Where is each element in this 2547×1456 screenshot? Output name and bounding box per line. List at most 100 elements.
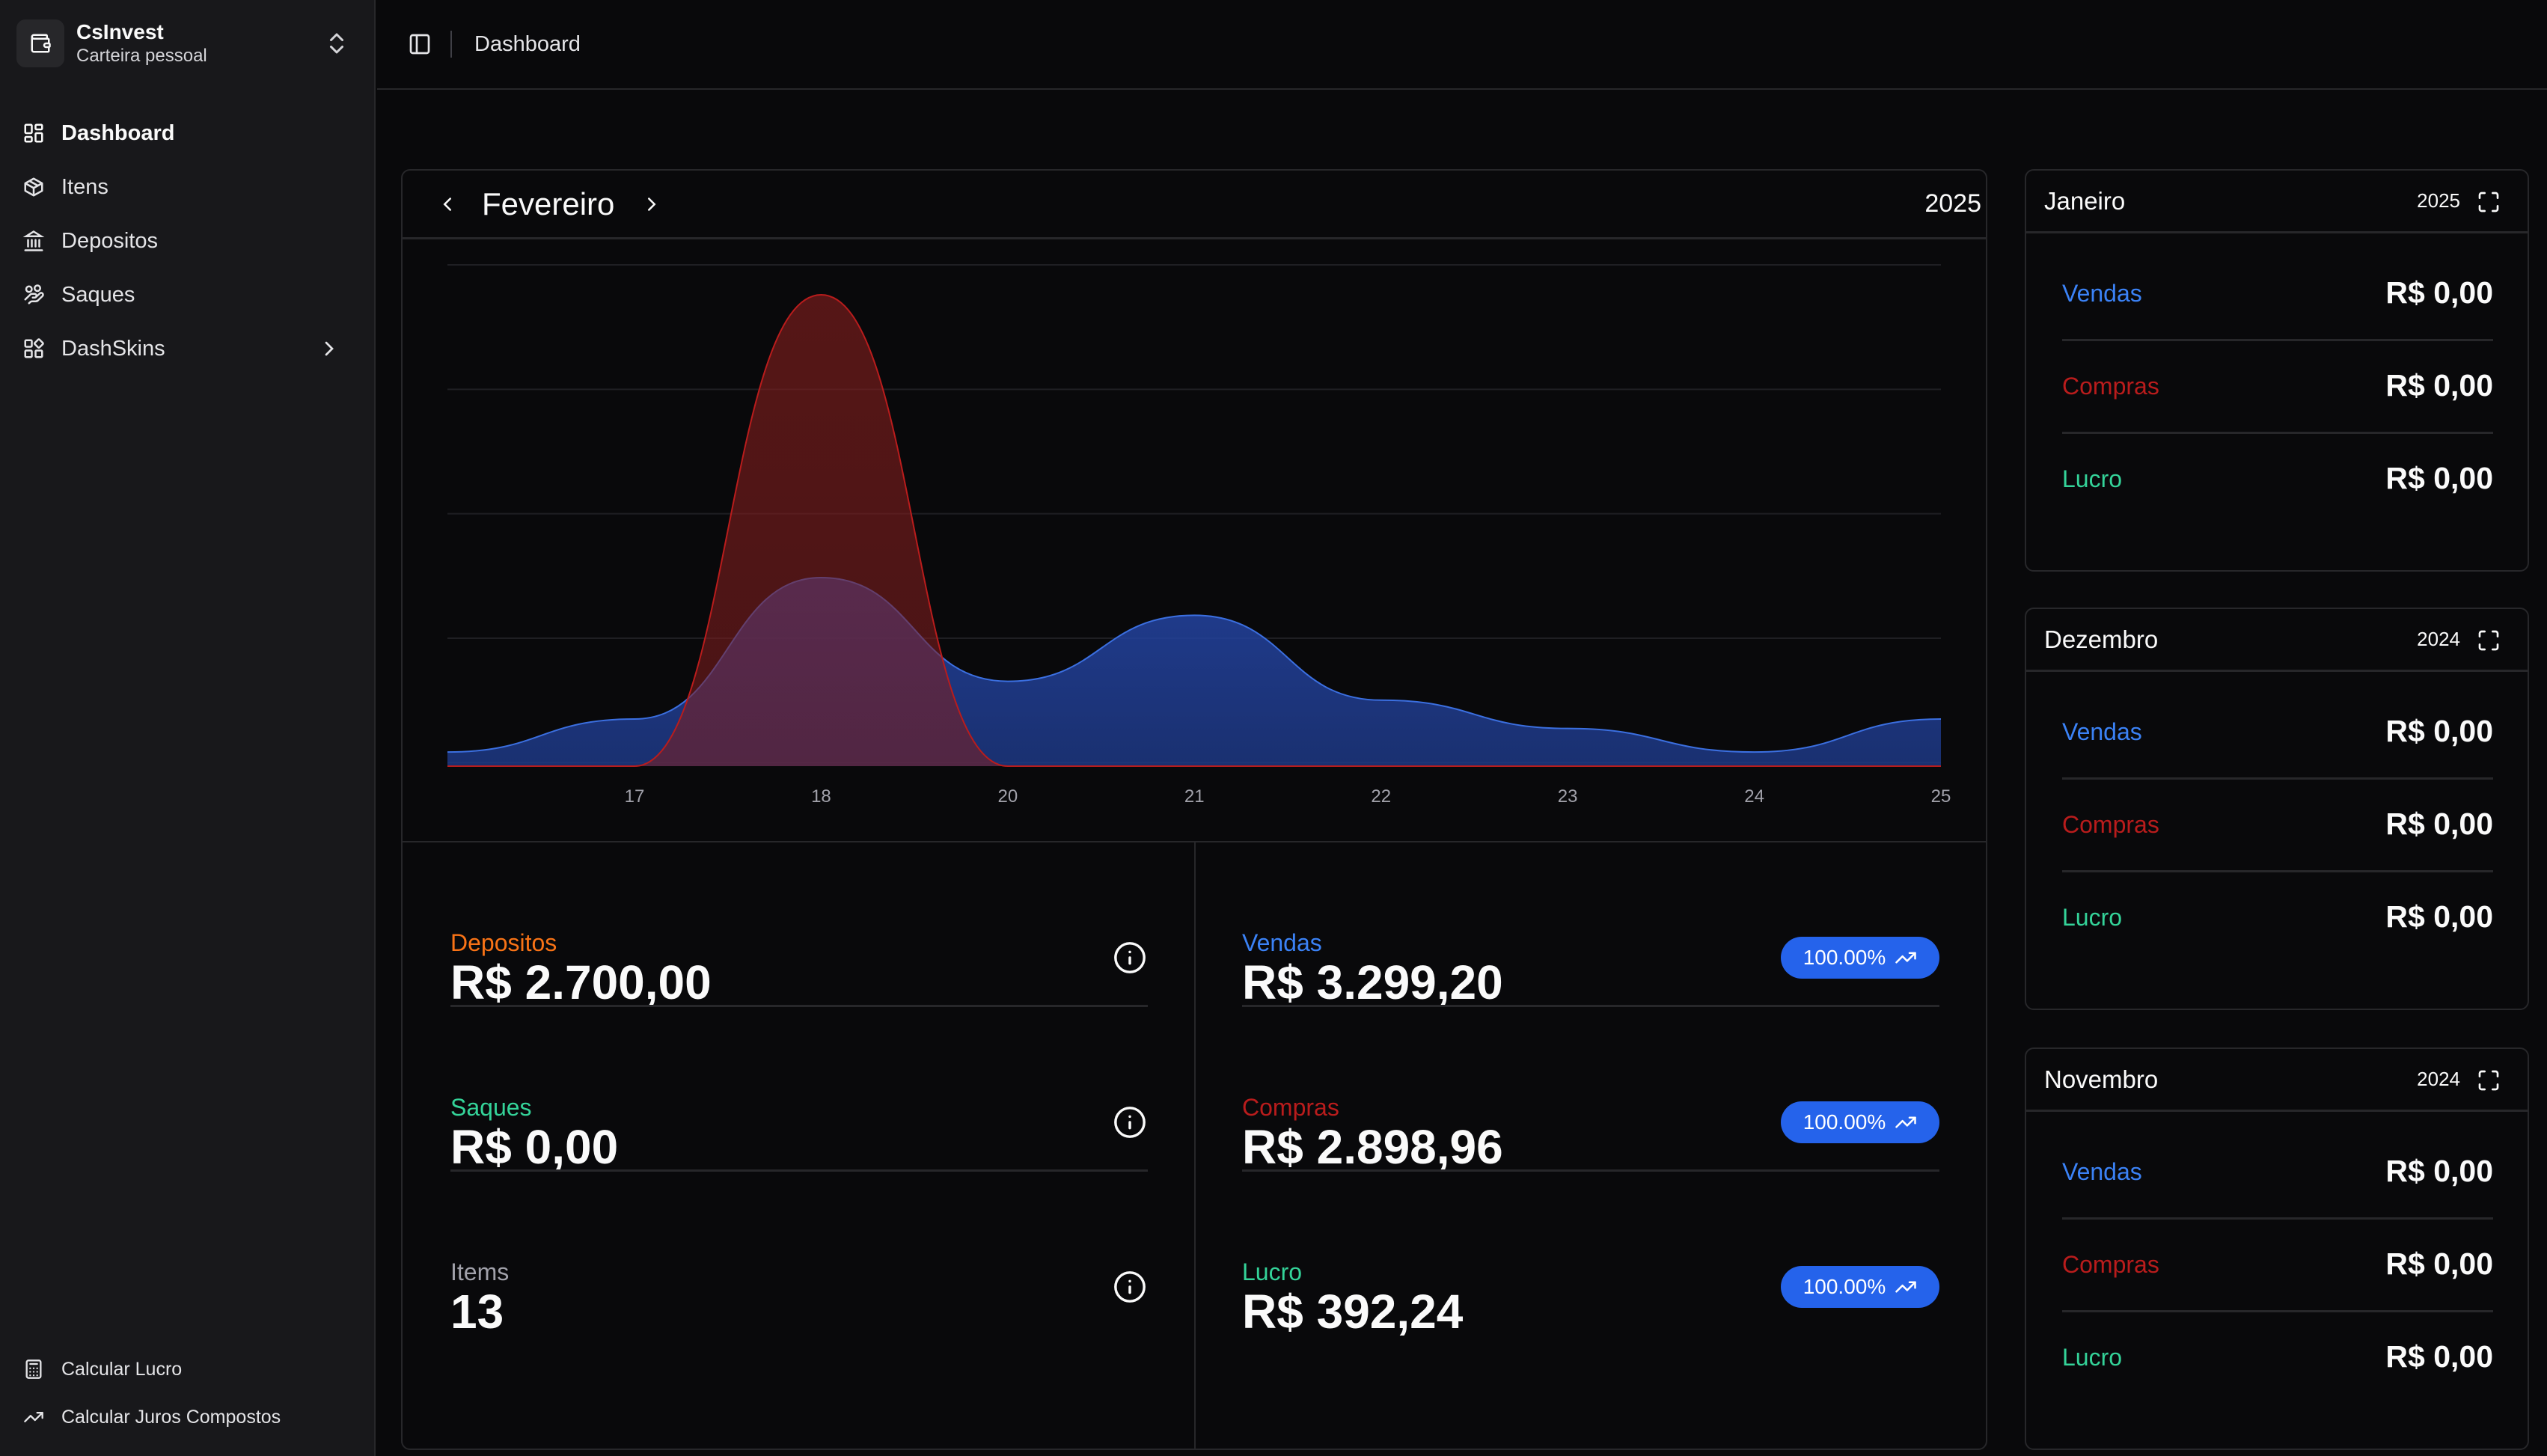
month-card-title: Dezembro [2044,625,2159,653]
row-label: Compras [2062,373,2159,400]
stat-value: R$ 0,00 [450,1120,619,1174]
row-label: Compras [2062,811,2159,838]
sidebar-item-calcular-juros[interactable]: Calcular Juros Compostos [16,1393,358,1441]
row-label: Lucro [2062,465,2123,492]
layout-grid-icon [21,336,46,361]
info-button[interactable] [1112,1269,1148,1305]
x-tick-label: 18 [811,786,831,807]
row-label: Lucro [2062,904,2123,931]
month-row-compras: Compras R$ 0,00 [2062,1220,2493,1312]
row-value: R$ 0,00 [2385,368,2493,403]
trend-badge: 100.00% [1781,1101,1939,1143]
sidebar-bottom-nav: Calcular Lucro Calcular Juros Compostos [16,1345,358,1441]
breadcrumb: Dashboard [474,31,581,56]
info-button[interactable] [1112,1104,1148,1140]
stat-label: Items [450,1258,510,1285]
expand-button[interactable] [2475,189,2502,215]
stat-value: R$ 2.898,96 [1242,1120,1503,1174]
info-icon [1114,1107,1146,1138]
x-tick-label: 23 [1558,786,1578,807]
trending-up-icon [1895,1116,1917,1128]
trend-badge: 100.00% [1781,1266,1939,1308]
row-label: Compras [2062,1251,2159,1278]
sidebar-item-label: Saques [61,282,135,307]
info-button[interactable] [1112,940,1148,976]
sidebar-item-calcular-lucro[interactable]: Calcular Lucro [16,1345,358,1393]
sidebar-item-dashskins[interactable]: DashSkins [16,322,358,376]
row-separator [2062,1217,2493,1220]
month-card-header: Janeiro 2025 [2026,171,2528,233]
package-icon [21,174,46,200]
stat-label: Lucro [1242,1258,1303,1285]
stat-label: Saques [450,1094,532,1121]
sidebar-item-depositos[interactable]: Depositos [16,214,358,268]
row-separator [2062,1310,2493,1312]
workspace-switcher[interactable]: CsInvest Carteira pessoal [16,16,358,70]
row-label: Vendas [2062,718,2142,745]
sidebar-item-label: Itens [61,174,108,199]
trend-badge-value: 100.00% [1803,946,1886,969]
sidebar-item-dashboard[interactable]: Dashboard [16,106,358,160]
sidebar-item-saques[interactable]: Saques [16,268,358,322]
month-row-lucro: Lucro R$ 0,00 [2062,1312,2493,1405]
sidebar: CsInvest Carteira pessoal Dashboard Iten… [0,0,376,1456]
panel-left-icon [409,34,430,55]
stat-depositos: Depositos R$ 2.700,00 [450,842,1148,1009]
stat-vendas: Vendas R$ 3.299,20 100.00% [1242,842,1939,1009]
maximize-icon [2478,192,2499,212]
month-card-year: 2025 [2417,189,2460,212]
stat-value: 13 [450,1285,504,1339]
chart-series-line [447,293,1941,767]
stat-saques: Saques R$ 0,00 [450,1007,1148,1174]
next-month-button[interactable] [637,189,667,219]
trending-up-icon [1895,1281,1917,1293]
sidebar-item-label: Depositos [61,228,158,253]
x-tick-label: 21 [1184,786,1205,807]
expand-button[interactable] [2475,1067,2502,1094]
row-separator [2062,870,2493,872]
stat-compras: Compras R$ 2.898,96 100.00% [1242,1007,1939,1174]
month-card-year: 2024 [2417,1068,2460,1090]
workspace-subtitle: Carteira pessoal [76,46,207,66]
stat-separator [450,1005,1148,1007]
stat-lucro: Lucro R$ 392,24 100.00% [1242,1172,1939,1339]
sidebar-toggle-button[interactable] [400,24,440,64]
stat-separator [450,1169,1148,1172]
area-chart: 17 18 20 21 22 23 24 25 [447,264,1951,807]
month-card-title: Janeiro [2044,186,2126,215]
month-row-vendas: Vendas R$ 0,00 [2062,687,2493,780]
trending-up-icon [21,1404,46,1430]
row-value: R$ 0,00 [2385,275,2493,310]
layout-dashboard-icon [21,120,46,146]
info-icon [1114,1271,1146,1303]
landmark-icon [21,228,46,254]
x-tick-label: 24 [1744,786,1764,807]
chevron-right-icon [317,337,341,361]
monthly-chart: 17 18 20 21 22 23 24 25 [403,239,1986,842]
sidebar-item-label: DashSkins [61,336,165,361]
expand-button[interactable] [2475,627,2502,654]
previous-month-button[interactable] [432,189,462,219]
month-card-header: Novembro 2024 [2026,1049,2528,1112]
stat-label: Vendas [1242,929,1322,956]
month-row-compras: Compras R$ 0,00 [2062,341,2493,434]
row-value: R$ 0,00 [2385,714,2493,748]
x-tick-label: 17 [625,786,645,807]
month-row-compras: Compras R$ 0,00 [2062,780,2493,872]
sidebar-item-label: Calcular Lucro [61,1358,183,1380]
stat-label: Depositos [450,929,557,956]
stats-divider [1194,842,1196,1449]
current-month: Fevereiro [482,186,615,221]
month-row-lucro: Lucro R$ 0,00 [2062,434,2493,527]
maximize-icon [2478,630,2499,651]
row-separator [2062,777,2493,780]
stat-separator [1242,1005,1939,1007]
sidebar-item-itens[interactable]: Itens [16,160,358,214]
sidebar-item-label: Dashboard [61,120,175,145]
row-label: Vendas [2062,1158,2142,1185]
stat-value: R$ 2.700,00 [450,955,712,1009]
month-row-vendas: Vendas R$ 0,00 [2062,1127,2493,1220]
x-tick-label: 25 [1931,786,1951,807]
row-value: R$ 0,00 [2385,899,2493,934]
row-value: R$ 0,00 [2385,1247,2493,1281]
